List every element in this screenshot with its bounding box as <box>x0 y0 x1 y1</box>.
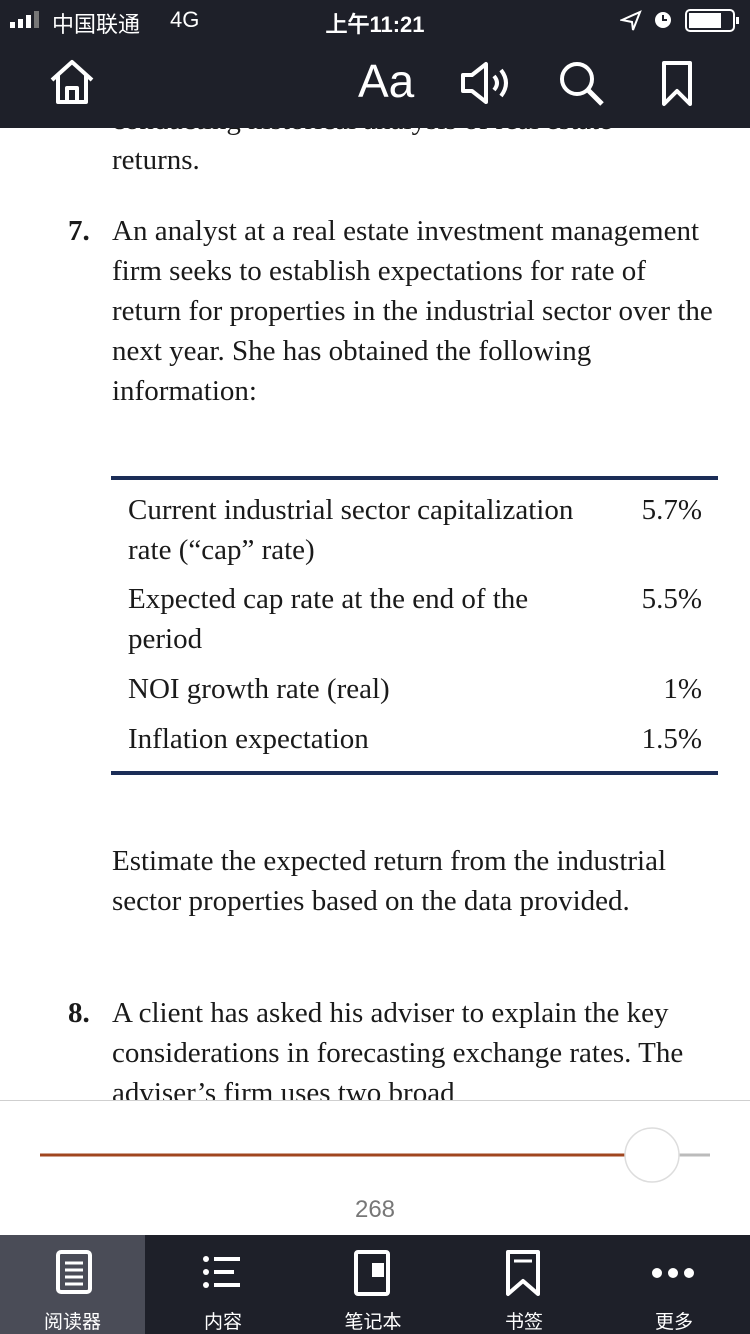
tab-icon <box>652 1268 694 1278</box>
progress-slider[interactable] <box>0 1110 750 1190</box>
tab-icon <box>56 1250 92 1294</box>
toolbar: Aa <box>0 40 750 128</box>
tab-icon <box>506 1250 540 1296</box>
row-value: 1.5% <box>641 723 702 755</box>
book-page: conducting historical analysis of real e… <box>0 128 750 1100</box>
tab[interactable]: 内容 <box>148 1235 298 1334</box>
text-line: returns. <box>112 144 200 176</box>
tab[interactable]: 更多 <box>599 1235 749 1334</box>
row-label: Current industrial sector capitalization… <box>128 494 574 566</box>
bookmark-button[interactable] <box>660 60 696 108</box>
text-line: conducting historical analysis of real e… <box>112 128 720 140</box>
status-icons <box>620 9 739 32</box>
status-bar: 中国联通 4G 上午11:21 <box>0 0 750 40</box>
table-row: Inflation expectation 1.5% <box>128 719 702 759</box>
task-text: Estimate the expected return from the in… <box>112 845 667 917</box>
table-rule <box>111 476 718 480</box>
network: 4G <box>170 7 200 32</box>
question-text: A client has asked his adviser to explai… <box>112 997 684 1100</box>
tab-icon <box>354 1250 390 1296</box>
tab[interactable]: 阅读器 <box>0 1235 145 1334</box>
table-row: Expected cap rate at the end of the peri… <box>128 579 702 659</box>
search-button[interactable] <box>558 60 606 108</box>
question-text: An analyst at a real estate investment m… <box>112 215 713 407</box>
row-label: Inflation expectation <box>128 723 369 755</box>
question-number: 7. <box>68 215 90 247</box>
table-row: NOI growth rate (real) 1% <box>128 669 702 709</box>
signal-icon <box>10 11 39 28</box>
table-row: Current industrial sector capitalization… <box>128 490 702 570</box>
row-label: NOI growth rate (real) <box>128 673 390 705</box>
home-button[interactable] <box>48 58 96 106</box>
row-value: 5.5% <box>641 583 702 615</box>
tab-label: 内容 <box>203 1312 242 1333</box>
table-rule <box>111 771 718 775</box>
tab-label: 更多 <box>654 1312 693 1333</box>
tab-label: 阅读器 <box>43 1312 101 1333</box>
tab-icon <box>203 1256 240 1288</box>
tab[interactable]: 书签 <box>449 1235 599 1334</box>
tab-label: 书签 <box>504 1312 543 1333</box>
clock: 上午11:21 <box>325 12 425 37</box>
row-value: 5.7% <box>641 494 702 526</box>
font-button[interactable]: Aa <box>358 55 415 107</box>
row-label: Expected cap rate at the end of the peri… <box>128 583 529 655</box>
tab-bar: 阅读器 内容 笔记本 书签 更多 <box>0 1235 750 1334</box>
divider <box>0 1100 750 1101</box>
tab[interactable]: 笔记本 <box>298 1235 448 1334</box>
row-value: 1% <box>663 673 702 705</box>
audio-button[interactable] <box>460 60 516 106</box>
question-number: 8. <box>68 997 90 1029</box>
tab-label: 笔记本 <box>344 1312 402 1333</box>
page-number: 268 <box>354 1196 396 1223</box>
carrier: 中国联通 <box>52 12 141 37</box>
